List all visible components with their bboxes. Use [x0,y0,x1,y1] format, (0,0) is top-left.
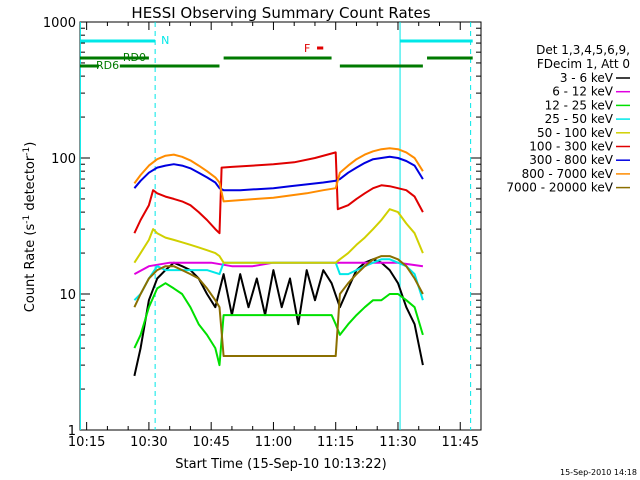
x-tick-label-6: 11:45 [442,435,479,450]
footer-date: 15-Sep-2010 14:18 [560,468,637,477]
rd6-label: RD6 [96,59,119,72]
legend-label-0: 3 - 6 keV [560,71,614,85]
x-tick-label-3: 11:00 [255,435,292,450]
legend-header-line-1: Det 1,3,4,5,6,9, [536,43,630,57]
x-tick-label-5: 11:30 [379,435,416,450]
series-line-8 [133,255,424,357]
series-line-5 [133,151,424,235]
series-line-6 [133,155,424,192]
series-line-4 [133,208,424,264]
x-axis-label: Start Time (15-Sep-10 10:13:22) [175,457,386,472]
legend-label-3: 25 - 50 keV [545,112,614,126]
legend-header-line-2: FDecim 1, Att 0 [537,57,630,71]
series-line-0 [133,258,424,377]
series-line-7 [133,147,424,203]
legend-label-5: 100 - 300 keV [529,140,613,154]
x-tick-label-2: 10:45 [192,435,229,450]
series-line-2 [133,282,424,367]
y-tick-label-1: 10 [59,288,76,303]
legend: Det 1,3,4,5,6,9, FDecim 1, Att 0 3 - 6 k… [506,43,630,195]
chart-title: HESSI Observing Summary Count Rates [131,4,430,22]
plot-frame [79,21,482,431]
legend-label-7: 800 - 7000 keV [522,167,614,181]
n-label: N [161,34,169,47]
legend-label-2: 12 - 25 keV [545,98,614,112]
rd0-label: RD0 [123,51,146,64]
y-tick-label-3: 1000 [43,16,76,31]
x-tick-label-0: 10:15 [68,435,105,450]
plot-area: 10:15 10:30 10:45 11:00 11:15 11:30 11:45 1 10 10… [43,16,482,450]
legend-label-4: 50 - 100 keV [537,126,614,140]
x-tick-label-4: 11:15 [317,435,354,450]
legend-label-1: 6 - 12 keV [552,85,614,99]
x-tick-label-1: 10:30 [130,435,167,450]
legend-label-6: 300 - 800 keV [529,153,613,167]
y-tick-label-2: 100 [51,152,76,167]
legend-label-8: 7000 - 20000 keV [506,181,613,195]
y-tick-label-0: 1 [68,424,76,439]
f-label: F [304,42,310,55]
y-axis-label: Count Rate (s-1 detector-1) [22,142,38,313]
